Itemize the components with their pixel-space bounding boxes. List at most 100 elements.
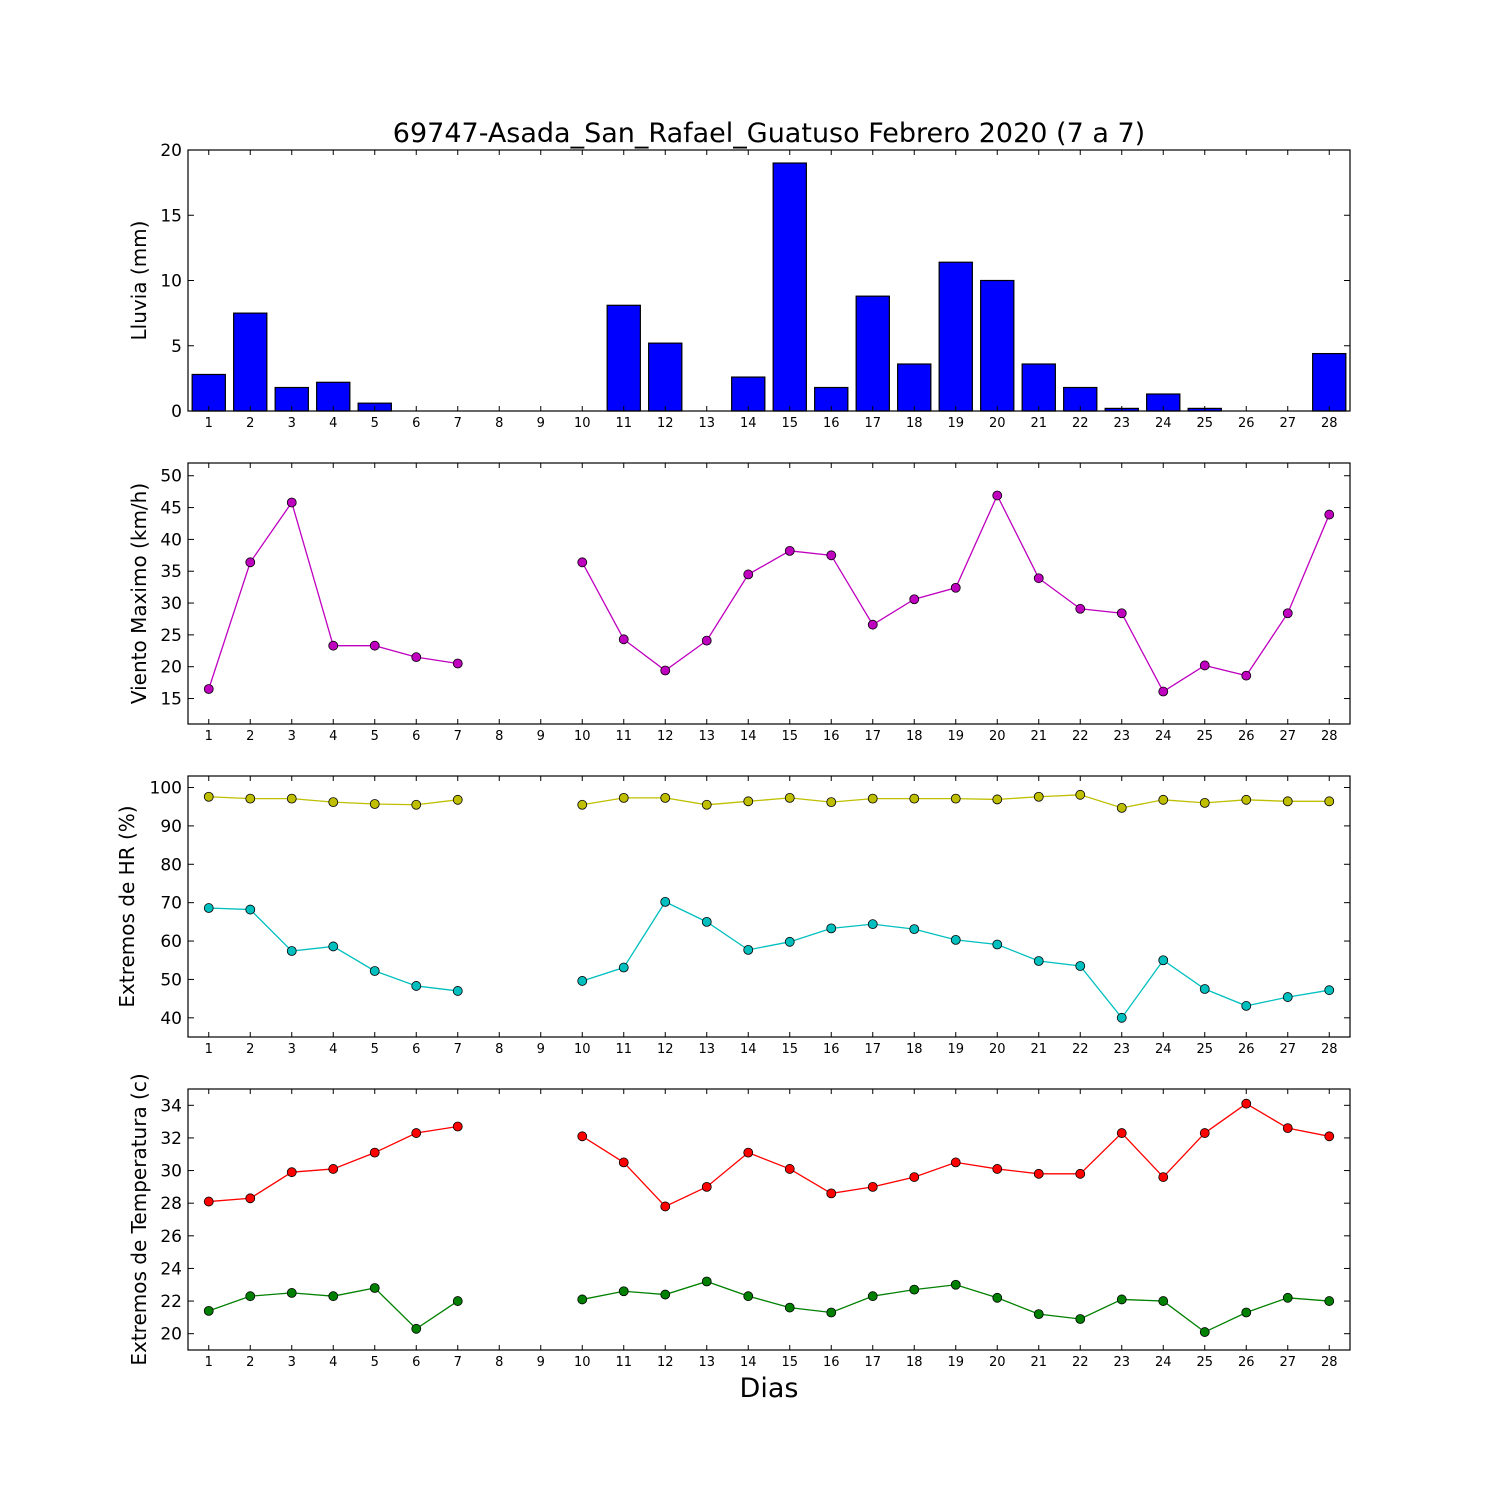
series-1-point-day-14 (743, 1291, 754, 1302)
x-tick-label: 16 (823, 1042, 840, 1057)
series-0-point-day-26 (1241, 670, 1252, 681)
y-tick-label: 70 (160, 894, 182, 914)
x-tick-label: 3 (288, 729, 296, 744)
series-0-point-day-5 (369, 640, 380, 651)
series-0-point-day-15 (784, 545, 795, 556)
x-tick-label: 9 (537, 729, 545, 744)
x-tick-label: 3 (288, 1355, 296, 1370)
x-tick-label: 26 (1238, 416, 1255, 431)
series-0-point-day-5 (369, 1147, 380, 1158)
series-1-point-day-10 (577, 1294, 588, 1305)
x-tick-label: 1 (205, 416, 213, 431)
x-tick-label: 23 (1113, 416, 1130, 431)
series-0-point-day-11 (618, 634, 629, 645)
bar-day-15 (772, 162, 807, 412)
series-0-point-day-12 (660, 792, 671, 803)
series-1-point-day-11 (618, 962, 629, 973)
axes-frame (187, 462, 1351, 725)
series-0-point-day-19 (950, 793, 961, 804)
series-0-point-day-12 (660, 665, 671, 676)
series-0-point-day-16 (826, 550, 837, 561)
x-tick-label: 11 (615, 1042, 632, 1057)
x-tick-label: 26 (1238, 1355, 1255, 1370)
x-tick-label: 12 (657, 1355, 674, 1370)
series-0-point-day-2 (245, 1193, 256, 1204)
x-tick-label: 8 (495, 1042, 503, 1057)
series-1-point-day-24 (1158, 1296, 1169, 1306)
chart-title: 69747-Asada_San_Rafael_Guatuso Febrero 2… (393, 118, 1145, 149)
y-tick-label: 10 (160, 272, 182, 292)
series-0-point-day-1 (203, 684, 214, 694)
x-tick-label: 10 (574, 416, 591, 431)
series-0-point-day-26 (1241, 1098, 1252, 1109)
x-tick-label: 5 (371, 416, 379, 431)
x-tick-label: 14 (740, 1042, 757, 1057)
x-tick-label: 26 (1238, 1042, 1255, 1057)
chart-panels: 1 2 3 4 5 6 7 8 9 10 11 12 13 14 15 16 17 18 19 20 21 22 23 24 2… (115, 141, 1351, 1370)
plot-area (188, 776, 1350, 1037)
series-0-point-day-27 (1282, 1123, 1293, 1134)
x-tick-label: 3 (288, 1042, 296, 1057)
x-tick-label: 15 (781, 1355, 798, 1370)
x-tick-label: 23 (1113, 1355, 1130, 1370)
x-tick-label: 7 (454, 1042, 462, 1057)
series-0-point-day-16 (826, 797, 837, 807)
y-tick-label: 50 (160, 467, 182, 487)
x-tick-label: 17 (864, 416, 881, 431)
x-tick-label: 20 (989, 1042, 1006, 1057)
x-tick-label: 7 (454, 416, 462, 431)
x-tick-label: 6 (412, 1355, 420, 1370)
series-0-point-day-10 (577, 1131, 588, 1142)
x-tick-label: 25 (1196, 416, 1213, 431)
series-0-point-day-18 (909, 594, 920, 605)
series-0-point-day-21 (1033, 573, 1044, 584)
series-1-point-day-1 (203, 1305, 214, 1316)
series-1-point-day-14 (743, 944, 754, 955)
x-tick-label: 16 (823, 729, 840, 744)
series-0-point-day-17 (867, 793, 878, 804)
x-tick-label: 11 (615, 1355, 632, 1370)
x-tick-label: 22 (1072, 1355, 1089, 1370)
series-0-point-day-20 (992, 490, 1003, 501)
bar-day-14 (731, 376, 766, 412)
series-0-point-day-11 (618, 792, 629, 803)
series-1-point-day-25 (1199, 984, 1210, 994)
series-0-point-day-3 (286, 793, 297, 804)
series-1-point-day-26 (1241, 1001, 1252, 1011)
series-1-point-day-1 (203, 903, 214, 913)
panel-hr: 1 2 3 4 5 6 7 8 9 10 11 12 13 14 15 16 17 18 19 20 21 22 23 24 2… (115, 775, 1351, 1057)
series-0-point-day-18 (909, 793, 920, 804)
x-tick-label: 15 (781, 416, 798, 431)
panel-viento: 1 2 3 4 5 6 7 8 9 10 11 12 13 14 15 16 17 18 19 20 21 22 23 24 2… (127, 462, 1351, 744)
series-0-point-day-5 (369, 799, 380, 809)
x-tick-label: 23 (1113, 729, 1130, 744)
series-1-point-day-20 (992, 1292, 1003, 1303)
series-0-point-day-14 (743, 796, 754, 807)
bar-day-18 (897, 363, 932, 412)
series-1-point-day-7 (452, 1296, 463, 1306)
series-1-point-day-18 (909, 1284, 920, 1295)
x-tick-label: 27 (1279, 729, 1296, 744)
bar-day-28 (1312, 352, 1347, 412)
y-tick-label: 30 (160, 594, 182, 614)
axes-frame (187, 775, 1351, 1038)
y-tick-label: 80 (160, 855, 182, 875)
series-0-point-day-4 (328, 797, 339, 807)
series-0-point-day-2 (245, 793, 256, 804)
series-0-point-day-13 (701, 1181, 712, 1192)
series-0-point-day-24 (1158, 794, 1169, 805)
series-1-point-day-19 (950, 1279, 961, 1290)
x-tick-label: 28 (1321, 729, 1338, 744)
x-tick-label: 21 (1030, 1355, 1047, 1370)
series-1-point-day-22 (1075, 1314, 1086, 1324)
x-tick-label: 22 (1072, 729, 1089, 744)
series-1-point-day-3 (286, 946, 297, 956)
series-1-point-day-27 (1282, 992, 1293, 1002)
y-tick-label: 28 (160, 1194, 182, 1214)
x-tick-label: 19 (947, 416, 964, 431)
y-tick-label: 20 (160, 1325, 182, 1345)
series-0-point-day-12 (660, 1201, 671, 1212)
x-tick-label: 9 (537, 1355, 545, 1370)
x-tick-label: 5 (371, 1042, 379, 1057)
series-0-point-day-23 (1116, 1128, 1127, 1138)
